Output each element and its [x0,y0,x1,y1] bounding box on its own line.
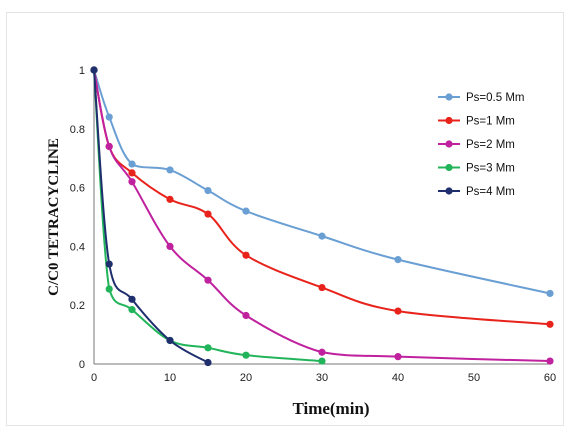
y-tick-label: 0.8 [70,124,85,136]
data-point [128,160,136,168]
legend-swatch-marker [445,93,453,101]
data-point [318,232,326,240]
y-tick-label: 1 [79,65,85,77]
data-point [105,142,113,151]
series-line [93,69,551,363]
legend-swatch-marker [445,163,453,172]
data-point [128,295,136,303]
data-point [318,357,326,365]
data-point [204,186,212,195]
x-tick-label: 0 [91,372,97,384]
data-point [166,336,174,345]
legend-swatch-marker [445,140,453,148]
legend-swatch-marker [445,187,453,195]
data-point [166,195,174,203]
x-axis-title: Time(min) [292,399,369,418]
legend-item: Ps=3 Mm [438,163,515,175]
data-point [204,210,212,218]
legend-item: Ps=0.5 Mm [438,92,524,104]
data-point [242,251,250,259]
data-point [546,320,554,328]
data-point [128,306,136,314]
series-1 [90,66,554,298]
y-tick-labels: 0 0.2 0.4 0.6 0.8 1 [70,65,85,371]
legend-swatch-marker [445,116,453,125]
legend-item: Ps=1 Mm [438,116,515,128]
chart-frame [6,12,564,426]
series-5 [90,66,212,367]
legend: Ps=0.5 Mm Ps=1 Mm Ps=2 Mm Ps=3 Mm Ps=4 Mm [438,92,524,198]
legend-label: Ps=4 Mm [466,186,515,198]
y-tick-label: 0.2 [70,300,85,312]
data-point [242,311,250,320]
legend-label: Ps=0.5 Mm [466,92,524,104]
data-point [204,358,212,367]
x-tick-label: 10 [164,372,176,384]
legend-label: Ps=3 Mm [466,163,515,175]
data-point [204,344,212,352]
plot-area: 0 0.2 0.4 0.6 0.8 1 0 10 20 30 40 50 60 [70,65,556,384]
data-point [242,351,250,359]
data-point [318,283,326,292]
data-point [105,285,113,293]
legend-label: Ps=1 Mm [466,116,515,128]
legend-label: Ps=2 Mm [466,139,515,151]
y-tick-label: 0.4 [70,241,85,253]
series-layer [90,66,554,367]
data-point [166,166,174,174]
data-point [105,260,113,268]
data-point [546,289,554,298]
x-tick-label: 30 [316,372,328,384]
data-point [394,353,402,361]
data-point [242,207,250,215]
data-point [105,113,113,121]
data-point [204,276,212,284]
data-point [128,169,136,177]
series-line [93,69,209,364]
x-tick-label: 60 [544,372,556,384]
x-tick-label: 40 [392,372,404,384]
data-point [166,242,174,250]
data-point [394,307,402,315]
data-point [394,256,402,264]
data-point [318,348,326,356]
x-tick-label: 50 [468,372,480,384]
x-tick-labels: 0 10 20 30 40 50 60 [91,372,556,384]
legend-item: Ps=2 Mm [438,139,515,151]
data-point [90,66,98,74]
legend-item: Ps=4 Mm [438,186,515,198]
data-point [128,178,136,186]
x-tick-label: 20 [240,372,252,384]
data-point [546,357,554,365]
y-tick-label: 0.6 [70,183,85,195]
y-tick-label: 0 [79,359,85,371]
y-axis-title: C/C0 TETRACYCLINE [46,138,62,296]
